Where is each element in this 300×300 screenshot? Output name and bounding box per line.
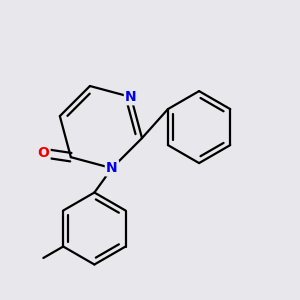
Text: N: N [125, 90, 137, 104]
Text: O: O [38, 146, 49, 160]
Text: N: N [106, 161, 118, 175]
